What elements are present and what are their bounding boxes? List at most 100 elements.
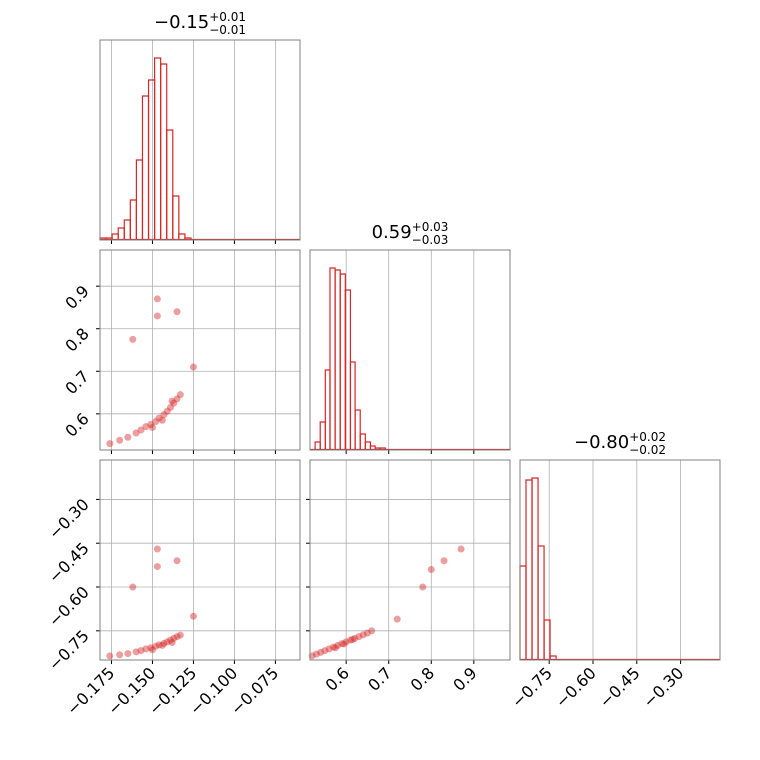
title-value: −0.15	[154, 12, 209, 33]
sample-point	[132, 429, 140, 437]
sample-point	[176, 391, 184, 399]
sample-point	[153, 312, 161, 320]
sample-point	[351, 634, 359, 642]
panel-title: 0.59+0.03 −0.03	[372, 220, 449, 247]
y-tick-label: 0.8	[61, 324, 92, 355]
title-minus: −0.01	[209, 23, 246, 37]
hist-bin	[359, 433, 366, 450]
sample-point	[173, 557, 181, 565]
sample-point	[355, 633, 363, 641]
hist-bin	[184, 237, 192, 240]
sample-point	[158, 641, 166, 649]
panel-title: −0.80+0.02 −0.02	[574, 430, 666, 457]
sample-point	[338, 640, 346, 648]
sample-point	[155, 641, 163, 649]
hist-bin	[129, 199, 137, 240]
panel-frame	[99, 459, 301, 661]
hist-bin	[537, 545, 545, 660]
sample-point	[148, 646, 156, 654]
x-tick-label: 0.7	[364, 663, 395, 694]
hist-bin	[153, 57, 162, 240]
sample-point	[189, 363, 197, 371]
hist-bin	[123, 219, 131, 240]
panel-title: −0.15+0.01 −0.01	[154, 10, 246, 37]
sample-point	[147, 420, 155, 428]
x-tick-label: −0.75	[508, 663, 556, 711]
hist-bin	[147, 79, 156, 240]
sample-point	[359, 631, 367, 639]
hist-bin	[117, 227, 125, 240]
sample-point	[363, 629, 371, 637]
title-value: −0.80	[574, 432, 629, 453]
x-tick-label: 0.6	[322, 663, 353, 694]
sample-point	[158, 416, 166, 424]
sample-point	[160, 411, 168, 419]
sample-point	[153, 563, 161, 571]
hist-bin	[349, 361, 356, 450]
y-tick-label: 0.7	[61, 367, 92, 398]
hist-bin	[339, 273, 346, 450]
sample-point	[124, 650, 132, 658]
y-tick-label: −0.75	[45, 626, 93, 674]
hist-bin	[329, 267, 336, 450]
hist-bin	[531, 477, 539, 660]
sample-point	[332, 644, 340, 652]
hist-bin	[135, 159, 144, 240]
sample-point	[129, 583, 137, 591]
panel-frame	[99, 249, 301, 451]
sample-point	[168, 638, 176, 646]
title-minus: −0.02	[629, 443, 666, 457]
sample-point	[419, 583, 427, 591]
sample-point	[340, 640, 348, 648]
sample-point	[124, 433, 132, 441]
hist-bin	[141, 95, 150, 240]
hist-bin	[314, 441, 321, 450]
sample-point	[342, 638, 350, 646]
hist-bin	[543, 619, 551, 660]
sample-point	[163, 638, 171, 646]
panel-frame	[309, 459, 511, 661]
sample-point	[153, 295, 161, 303]
sample-point	[153, 545, 161, 553]
hist-bin	[319, 421, 326, 450]
sample-point	[152, 417, 160, 425]
sample-point	[457, 545, 465, 553]
sample-point	[317, 648, 325, 656]
sample-point	[132, 648, 140, 656]
sample-point	[129, 335, 137, 343]
x-tick-label: 0.9	[449, 663, 480, 694]
x-tick-label: 0.8	[407, 663, 438, 694]
sample-point	[116, 436, 124, 444]
hist-bin	[354, 409, 361, 450]
sample-point	[349, 636, 357, 644]
sample-point	[106, 440, 114, 448]
sample-point	[137, 647, 145, 655]
y-tick-label: −0.45	[45, 539, 93, 587]
sample-point	[176, 631, 184, 639]
hist-bin	[178, 233, 186, 240]
sample-point	[334, 641, 342, 649]
sample-point	[166, 636, 174, 644]
sample-point	[427, 565, 435, 573]
sample-point	[170, 399, 178, 407]
hist-bin	[525, 479, 533, 660]
sample-point	[147, 644, 155, 652]
panel-frame	[99, 39, 301, 241]
title-plus: +0.02	[629, 430, 666, 444]
title-minus: −0.03	[412, 233, 449, 247]
sample-point	[137, 426, 145, 434]
sample-point	[189, 612, 197, 620]
sample-point	[142, 645, 150, 653]
sample-point	[163, 407, 171, 415]
sample-point	[173, 395, 181, 403]
x-tick-label: −0.45	[596, 663, 644, 711]
sample-point	[173, 633, 181, 641]
title-plus: +0.01	[209, 10, 246, 24]
hist-bin	[334, 269, 341, 450]
sample-point	[346, 636, 354, 644]
sample-point	[393, 615, 401, 623]
sample-point	[166, 403, 174, 411]
sample-point	[321, 647, 329, 655]
sample-point	[173, 308, 181, 316]
